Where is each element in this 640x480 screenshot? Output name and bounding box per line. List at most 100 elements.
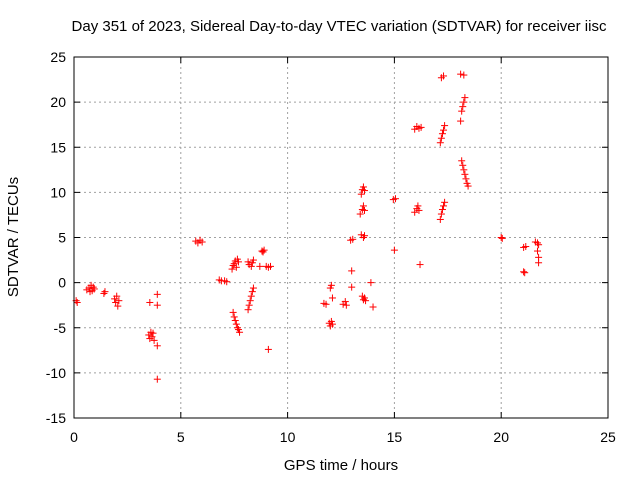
data-point — [101, 288, 109, 296]
data-point — [236, 328, 244, 336]
data-point — [414, 202, 422, 210]
data-point — [457, 117, 465, 125]
data-point — [522, 243, 530, 251]
y-tick-label: 5 — [58, 230, 66, 246]
data-point — [460, 166, 468, 174]
data-point — [153, 301, 161, 309]
data-point — [362, 297, 370, 305]
data-point — [461, 170, 469, 178]
data-point — [437, 134, 445, 142]
data-point — [534, 247, 542, 255]
x-axis-label: GPS time / hours — [284, 457, 398, 474]
data-point — [436, 139, 444, 147]
data-point — [348, 267, 356, 275]
data-point — [153, 375, 161, 383]
x-tick-label: 5 — [177, 429, 185, 445]
data-point — [440, 72, 448, 80]
y-tick-label: -15 — [46, 410, 66, 426]
x-tick-label: 0 — [70, 429, 78, 445]
data-point — [348, 283, 356, 291]
data-point — [228, 265, 236, 273]
data-point — [146, 298, 154, 306]
data-point — [234, 258, 242, 266]
data-point — [359, 202, 367, 210]
data-point — [264, 345, 272, 353]
data-point — [459, 161, 467, 169]
data-point — [249, 284, 257, 292]
data-point — [245, 301, 253, 309]
data-point — [441, 198, 449, 206]
data-point — [436, 215, 444, 223]
y-axis-label: SDTVAR / TECUs — [5, 177, 22, 297]
data-point — [153, 290, 161, 298]
data-point — [438, 206, 446, 214]
data-point — [267, 262, 275, 270]
x-tick-label: 20 — [493, 429, 509, 445]
data-point — [244, 306, 252, 314]
data-point — [232, 320, 240, 328]
data-point — [230, 313, 238, 321]
data-point — [90, 285, 98, 293]
y-tick-label: 15 — [50, 139, 66, 155]
data-point — [249, 256, 257, 264]
data-point — [416, 261, 424, 269]
data-point — [328, 294, 336, 302]
data-point — [247, 262, 255, 270]
data-point — [464, 182, 472, 190]
data-point — [322, 300, 330, 308]
y-tick-label: -10 — [46, 365, 66, 381]
data-point — [390, 246, 398, 254]
y-tick-label: 10 — [50, 184, 66, 200]
data-point — [369, 303, 377, 311]
x-tick-label: 15 — [387, 429, 403, 445]
data-point — [462, 175, 470, 183]
data-point — [460, 71, 468, 79]
data-point — [520, 268, 528, 276]
data-point — [440, 126, 448, 134]
data-point — [112, 298, 120, 306]
data-point — [231, 317, 239, 325]
plot-frame — [73, 56, 609, 419]
x-tick-label: 10 — [280, 429, 296, 445]
data-point — [535, 241, 543, 249]
data-points — [72, 70, 543, 383]
data-point — [232, 263, 240, 271]
data-point — [248, 288, 256, 296]
grid-lines — [74, 57, 608, 418]
data-point — [233, 324, 241, 332]
data-point — [440, 202, 448, 210]
data-point — [497, 234, 505, 241]
data-point — [460, 98, 468, 106]
data-point — [342, 301, 350, 309]
data-point — [459, 103, 467, 111]
data-point — [349, 235, 357, 243]
data-point — [458, 157, 466, 165]
data-point — [150, 336, 158, 344]
data-point — [521, 269, 529, 277]
data-point — [115, 297, 123, 305]
data-point — [411, 208, 419, 216]
data-point — [534, 239, 542, 247]
data-point — [461, 94, 469, 102]
data-point — [73, 298, 81, 306]
y-tick-label: 0 — [58, 275, 66, 291]
data-point — [148, 333, 156, 341]
data-point — [458, 107, 466, 115]
data-point — [359, 234, 367, 241]
data-point — [438, 130, 446, 138]
data-point — [457, 70, 465, 78]
x-tick-label: 25 — [600, 429, 616, 445]
data-point — [327, 281, 335, 289]
data-point — [259, 248, 267, 256]
data-point — [256, 262, 264, 270]
data-point — [360, 232, 368, 240]
data-point — [149, 329, 157, 337]
data-point — [100, 289, 108, 297]
data-point — [360, 206, 368, 214]
data-point — [360, 187, 368, 195]
data-point — [498, 234, 506, 242]
data-point — [535, 259, 543, 267]
data-point — [89, 283, 97, 291]
chart-title: Day 351 of 2023, Sidereal Day-to-day VTE… — [72, 18, 607, 35]
